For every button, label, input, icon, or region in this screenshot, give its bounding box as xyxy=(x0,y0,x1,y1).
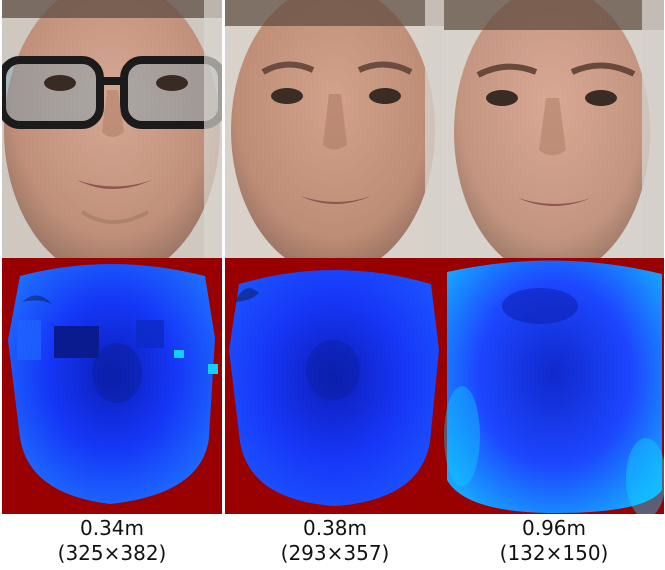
face-photo-2-image xyxy=(225,0,445,258)
face-photo-1 xyxy=(2,0,222,258)
resolution-caption-2: (293×357) xyxy=(280,541,390,565)
depth-map-3 xyxy=(444,258,664,514)
resolution-caption-1: (325×382) xyxy=(57,541,167,565)
panel-column-2: 0.38m (293×357) xyxy=(225,0,445,570)
face-photo-1-image xyxy=(2,0,222,258)
distance-caption-2: 0.38m xyxy=(302,516,367,540)
depth-map-1-image xyxy=(2,258,222,514)
face-photo-2 xyxy=(225,0,445,258)
distance-caption-1: 0.34m xyxy=(79,516,144,540)
panel-column-1: 0.34m (325×382) xyxy=(2,0,222,570)
distance-caption-3: 0.96m xyxy=(521,516,586,540)
depth-map-2 xyxy=(225,258,445,514)
depth-map-3-image xyxy=(444,258,664,514)
depth-map-1 xyxy=(2,258,222,514)
depth-map-2-image xyxy=(225,258,445,514)
resolution-caption-3: (132×150) xyxy=(499,541,609,565)
panel-column-3: 0.96m (132×150) xyxy=(444,0,664,570)
face-photo-3-image xyxy=(444,0,664,258)
face-photo-3 xyxy=(444,0,664,258)
